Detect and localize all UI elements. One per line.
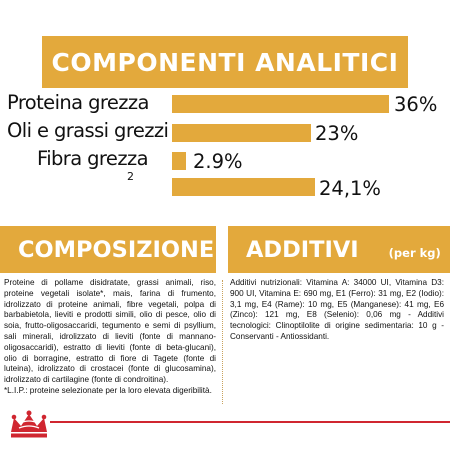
column-divider: [222, 280, 223, 404]
royal-canin-crown-logo: [11, 410, 47, 438]
row-bar-4: [172, 178, 315, 196]
row-bar-oli: [172, 124, 311, 142]
page-title: COMPONENTI ANALITICI: [51, 47, 399, 77]
row-bar-fibra: [172, 152, 186, 170]
title-banner: COMPONENTI ANALITICI: [42, 36, 408, 88]
row-value-fibra: 2.9%: [193, 150, 243, 173]
footer-red-line: [50, 421, 450, 423]
row-value-4: 24,1%: [319, 177, 381, 200]
row-label-4: 2: [127, 170, 134, 183]
additivi-banner: ADDITIVI (per kg): [228, 226, 450, 273]
row-label-proteina: Proteina grezza: [7, 91, 149, 114]
row-value-proteina: 36%: [394, 93, 438, 116]
composizione-banner: COMPOSIZIONE: [0, 226, 216, 273]
row-bar-proteina: [172, 95, 389, 113]
row-value-oli: 23%: [315, 122, 359, 145]
row-label-oli: Oli e grassi grezzi: [7, 119, 169, 142]
composizione-text-block: Proteine di pollame disidratate, grassi …: [4, 278, 216, 397]
additivi-text: Additivi nutrizionali: Vitamina A: 34000…: [230, 278, 444, 341]
additivi-unit: (per kg): [388, 245, 441, 260]
composizione-text: Proteine di pollame disidratate, grassi …: [4, 278, 216, 385]
additivi-text-block: Additivi nutrizionali: Vitamina A: 34000…: [230, 278, 444, 343]
row-label-fibra: Fibra grezza: [37, 147, 149, 170]
additivi-heading: ADDITIVI: [246, 236, 359, 263]
composizione-footnote: *L.I.P.: proteine selezionate per la lor…: [4, 385, 212, 395]
composizione-heading: COMPOSIZIONE: [18, 236, 215, 263]
